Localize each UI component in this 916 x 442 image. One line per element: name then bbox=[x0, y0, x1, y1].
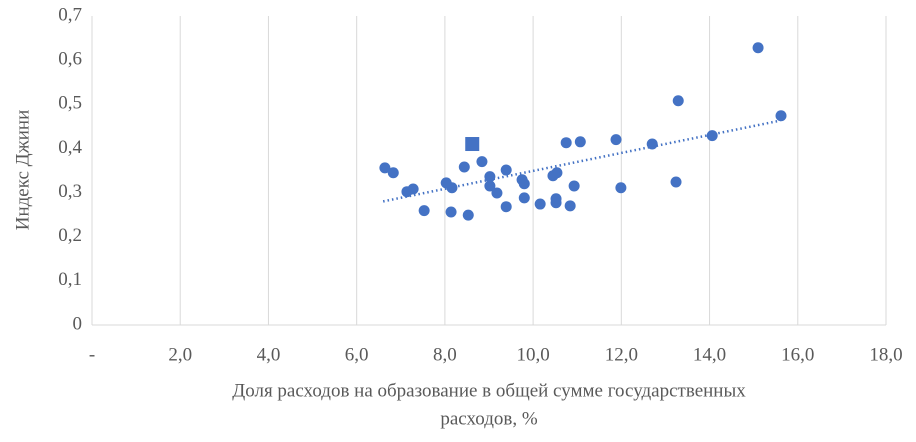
y-tick-label: 0,3 bbox=[58, 181, 82, 202]
trendline bbox=[382, 119, 781, 203]
point bbox=[610, 134, 622, 146]
point bbox=[706, 130, 718, 142]
point bbox=[500, 201, 512, 213]
x-tick-label: 14,0 bbox=[693, 344, 726, 365]
point bbox=[568, 180, 580, 192]
point bbox=[670, 176, 682, 188]
point bbox=[550, 197, 562, 209]
point bbox=[484, 171, 496, 183]
x-tick-label: 8,0 bbox=[433, 344, 457, 365]
x-tick-label: 4,0 bbox=[257, 344, 281, 365]
y-tick-label: 0,7 bbox=[58, 4, 82, 25]
x-tick-label: 18,0 bbox=[869, 344, 902, 365]
point bbox=[551, 167, 563, 179]
point bbox=[465, 137, 480, 152]
x-tick-label: 2,0 bbox=[168, 344, 192, 365]
point bbox=[491, 187, 503, 199]
point bbox=[775, 110, 787, 122]
point bbox=[615, 182, 627, 194]
point bbox=[574, 136, 586, 148]
x-tick-label: 6,0 bbox=[345, 344, 369, 365]
y-tick-label: 0,1 bbox=[58, 269, 82, 290]
point bbox=[445, 206, 457, 218]
x-tick-label: 10,0 bbox=[516, 344, 549, 365]
point bbox=[446, 182, 458, 194]
y-tick-label: 0,6 bbox=[58, 49, 82, 70]
y-tick-label: 0 bbox=[73, 313, 83, 334]
x-tick-label: 12,0 bbox=[605, 344, 638, 365]
point bbox=[418, 205, 430, 217]
point bbox=[379, 162, 391, 174]
y-axis-title: Индекс Джини bbox=[12, 110, 33, 231]
y-tick-label: 0,5 bbox=[58, 93, 82, 114]
point bbox=[564, 200, 576, 212]
y-tick-label: 0,4 bbox=[58, 137, 82, 158]
point bbox=[476, 156, 488, 168]
y-tick-label: 0,2 bbox=[58, 225, 82, 246]
point bbox=[672, 95, 684, 107]
x-axis-title: расходов, % bbox=[440, 408, 537, 429]
point bbox=[646, 138, 658, 150]
x-tick-label: - bbox=[89, 344, 95, 365]
point bbox=[752, 42, 764, 54]
point bbox=[500, 164, 512, 176]
point bbox=[407, 183, 419, 195]
point bbox=[560, 137, 572, 149]
x-axis-title: Доля расходов на образование в общей сум… bbox=[232, 380, 746, 401]
point bbox=[387, 167, 399, 179]
x-tick-label: 16,0 bbox=[781, 344, 814, 365]
point bbox=[518, 178, 530, 190]
point bbox=[462, 209, 474, 221]
point bbox=[484, 180, 496, 192]
point bbox=[458, 161, 470, 173]
point bbox=[518, 192, 530, 204]
point bbox=[534, 198, 546, 210]
